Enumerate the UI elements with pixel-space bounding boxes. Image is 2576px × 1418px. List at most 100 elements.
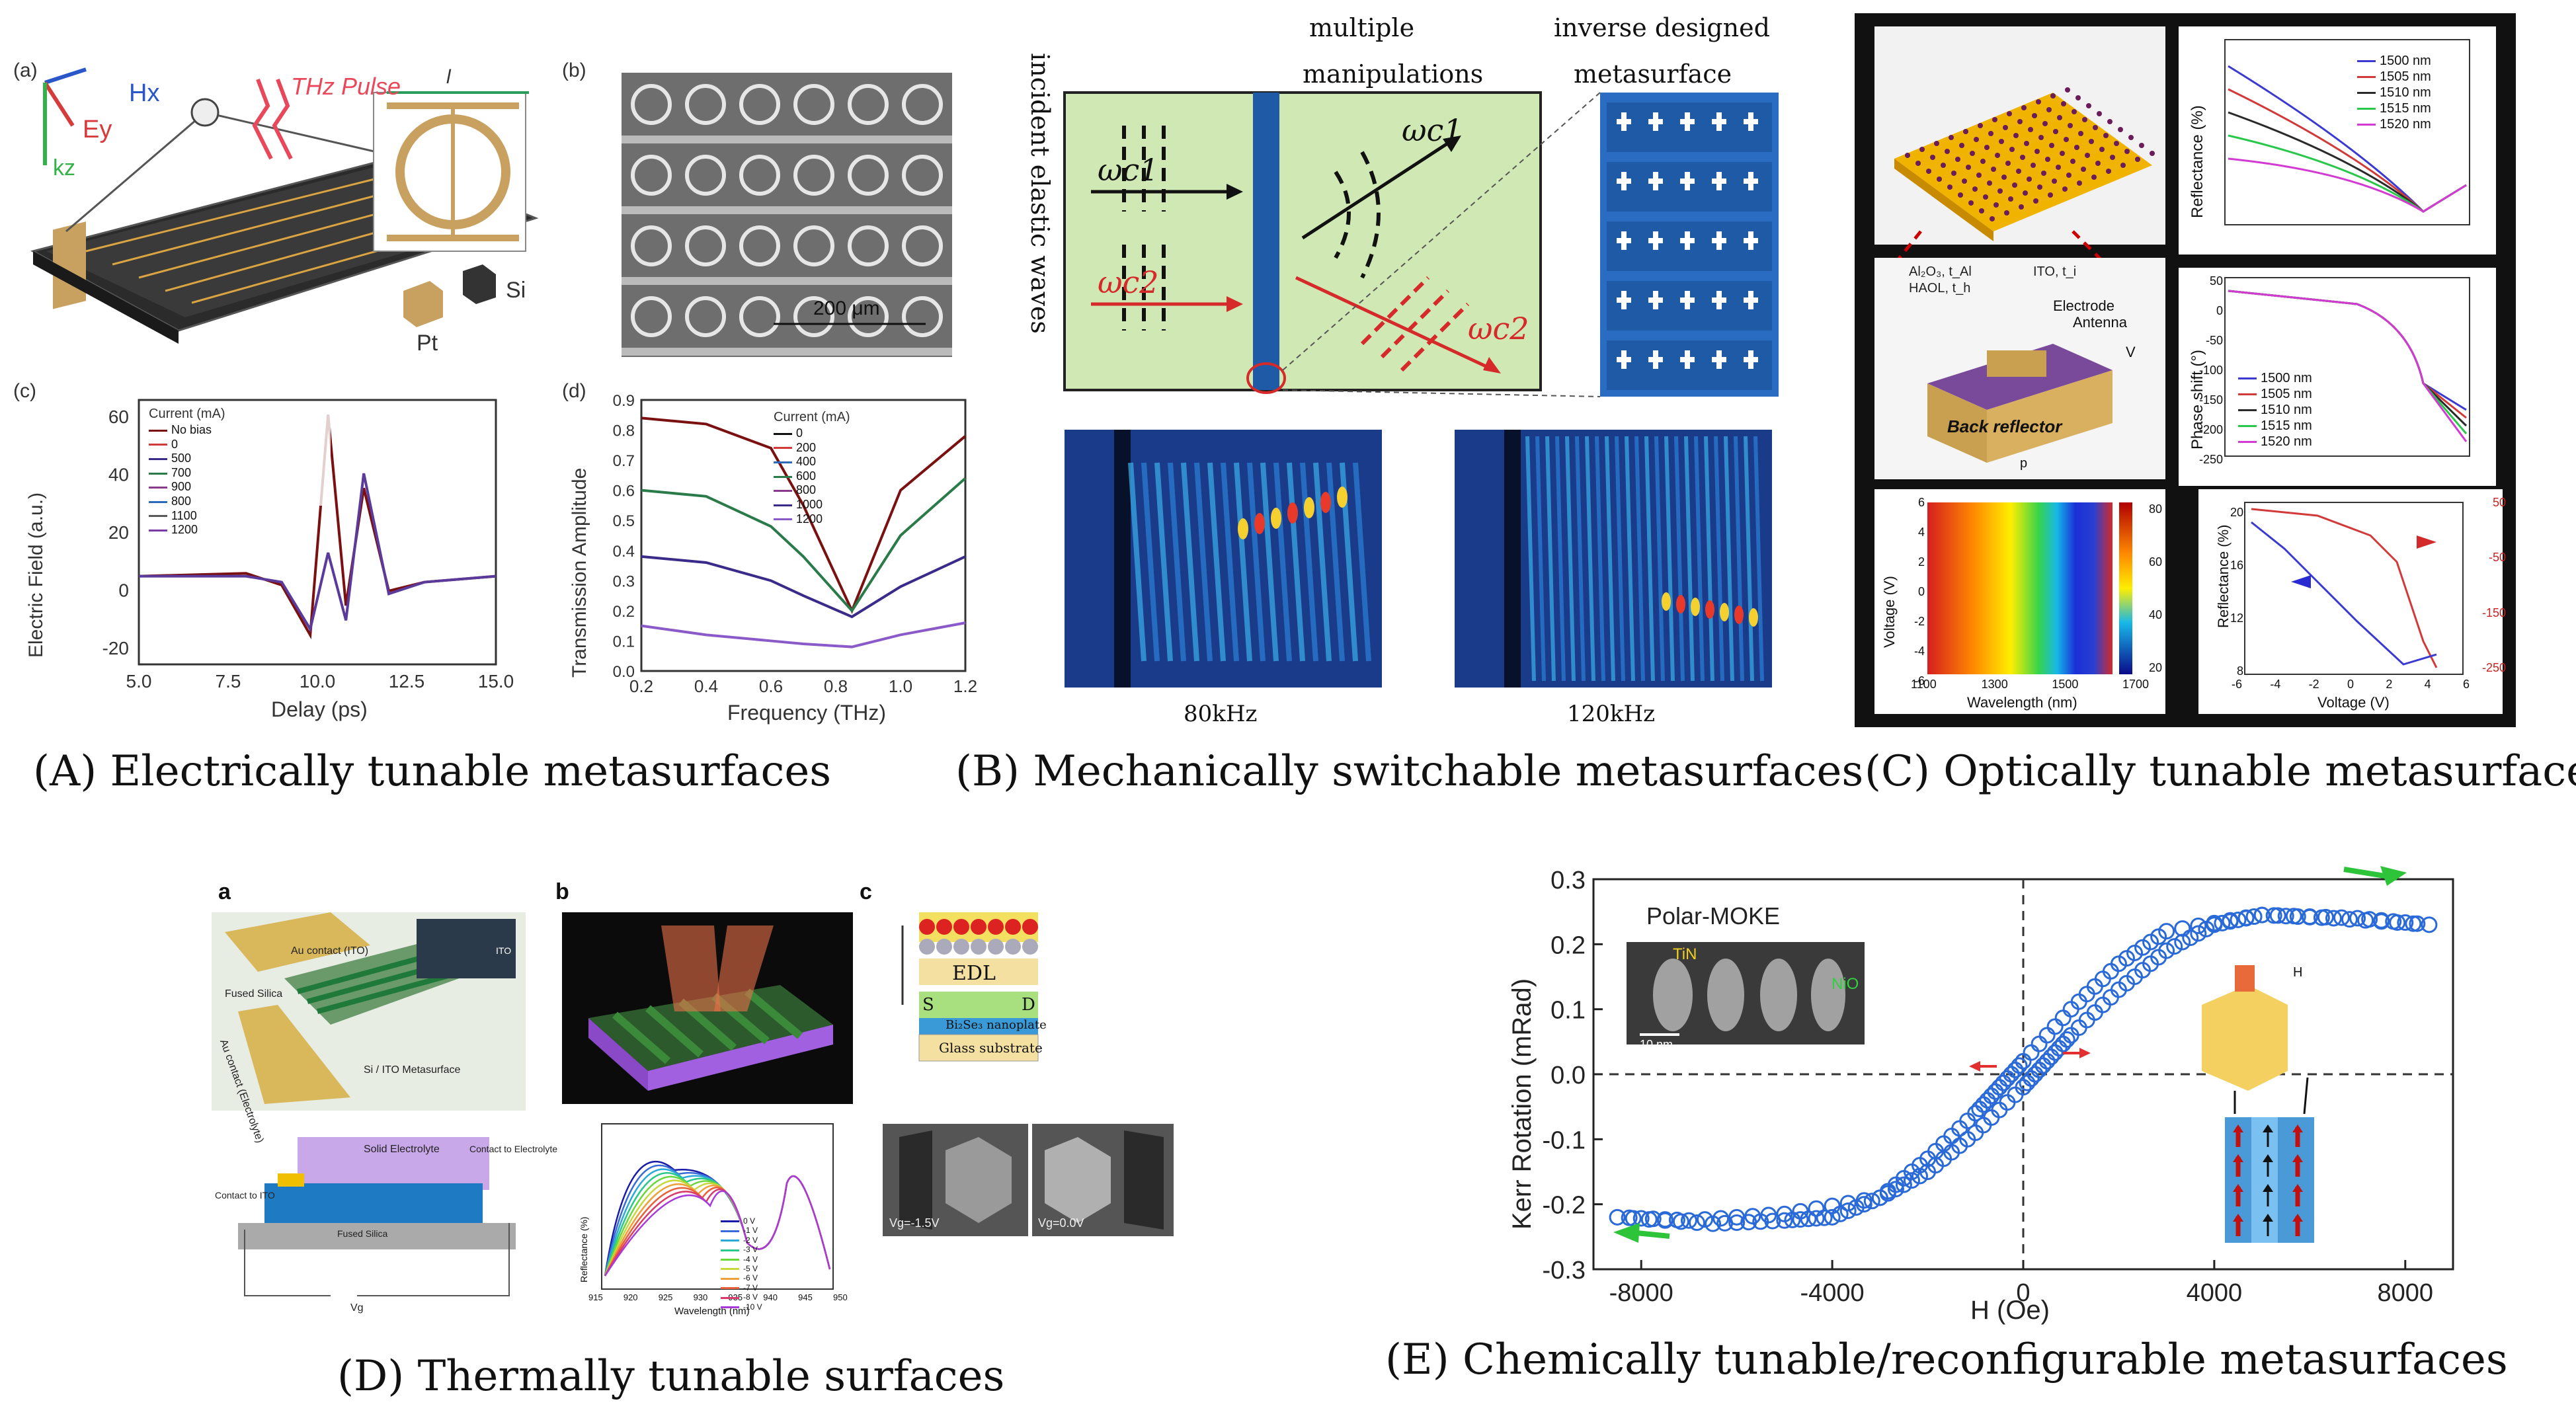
- plot-d-legend-item: 0: [774, 426, 959, 441]
- kerr-ytick: 0.2: [1550, 931, 1586, 959]
- kerr-data-point: [2325, 910, 2342, 927]
- antenna-dot: [2085, 153, 2090, 158]
- panel-a-label: (a): [13, 59, 38, 81]
- ey-label: Ey: [83, 116, 112, 143]
- kerr-data-point: [2409, 915, 2426, 932]
- wave-stripe: [1625, 436, 1635, 682]
- heatmap-ylabel: Voltage (V): [1881, 576, 1898, 648]
- antenna-dot: [2068, 123, 2073, 128]
- legend-swatch: [2238, 377, 2257, 380]
- panel-d-b-label: b: [555, 879, 569, 904]
- legend-swatch: [149, 472, 167, 475]
- d-spectrum-line: [604, 1175, 831, 1277]
- ctop-legend-item: 1500 nm: [2357, 53, 2431, 69]
- antenna-dot: [2075, 95, 2081, 100]
- plot-d-series-line: [641, 416, 967, 614]
- si-ito-metasurface-label: Si / ITO Metasurface: [364, 1064, 461, 1076]
- antenna-dot: [2016, 169, 2021, 174]
- kerr-data-point: [1855, 1196, 1872, 1213]
- legend-swatch: [774, 518, 792, 521]
- plot-c-ytick: 60: [108, 407, 129, 427]
- sem-ring: [902, 84, 943, 125]
- hx-label: Hx: [129, 79, 160, 107]
- plot-d-ylabel: Transmission Amplitude: [569, 467, 590, 678]
- antenna-dot: [2009, 147, 2015, 152]
- ctop-series-line: [2228, 111, 2467, 213]
- plot-c-ylabel: Electric Field (a.u.): [25, 492, 47, 658]
- antenna-dot: [2042, 121, 2048, 126]
- meta-unit-bar: [1685, 112, 1690, 131]
- antenna-dot: [2074, 145, 2079, 150]
- manipulations-label: manipulations: [1303, 59, 1484, 89]
- antenna-dot: [1974, 137, 1979, 142]
- antenna-dot: [2048, 192, 2053, 198]
- wave-stripe: [1154, 462, 1173, 662]
- heatmap-xtick: 1300: [1981, 678, 2008, 691]
- caption-e: (E) Chemically tunable/reconfigurable me…: [1385, 1335, 2508, 1384]
- kerr-xlabel: H (Oe): [1970, 1296, 2050, 1325]
- plot-c-ytick: 0: [118, 580, 129, 601]
- electrode-label: Electrode: [2053, 297, 2114, 314]
- plot-c-ytick: 20: [108, 522, 129, 543]
- sem-ring: [739, 155, 780, 196]
- glass-substrate-label: Glass substrate: [939, 1040, 1043, 1056]
- panel-d-plot: (d) 0.9 0.8 0.7 0.6 0.5 0.4 0.3 0.2 0.1 0.0 0.2 0.4…: [555, 380, 985, 725]
- vg-zero-label: Vg=0.0V: [1038, 1216, 1084, 1230]
- kerr-ytick: 0.0: [1550, 1062, 1586, 1089]
- meta-unit-bar: [1716, 172, 1722, 190]
- antenna-dot: [2150, 151, 2155, 156]
- kerr-data-point: [2349, 910, 2366, 927]
- antenna-dot: [1919, 147, 1925, 152]
- panel-c-optical: Al₂O₃, t_Al ITO, t_i HAOL, t_h Electrode…: [1855, 13, 2516, 727]
- panel-b-sem: (b) 200 μm: [555, 53, 965, 364]
- ion-dot: [936, 919, 952, 935]
- tem-scale-label: 10 nm: [1640, 1038, 1673, 1051]
- wave-stripe: [1247, 462, 1266, 662]
- kerr-data-point: [2333, 909, 2350, 926]
- d-refl-xtick: 950: [833, 1292, 848, 1302]
- kerr-data-point: [2011, 1057, 2028, 1074]
- plot-d-ytick: 0.8: [613, 422, 635, 440]
- legend-swatch: [774, 475, 792, 478]
- antenna-dot: [2118, 127, 2123, 132]
- antenna-dot: [1992, 117, 1997, 122]
- wave-stripe: [1724, 436, 1734, 682]
- antenna-dot: [1926, 169, 1931, 174]
- wave-stripe: [1300, 462, 1318, 662]
- plot-d-legend-item: 400: [774, 455, 959, 469]
- legend-swatch: [2238, 441, 2257, 444]
- antenna-dot: [2062, 186, 2068, 192]
- caption-a: (A) Electrically tunable metasurfaces: [33, 747, 832, 796]
- kerr-data-point: [1979, 1091, 1996, 1109]
- kerr-data-point: [1656, 1212, 1673, 1229]
- antenna-dot: [2020, 155, 2025, 160]
- wave-hotspot: [1691, 598, 1700, 616]
- kerr-data-point: [2190, 917, 2207, 934]
- kerr-data-point: [1697, 1211, 1714, 1228]
- sem-ring: [793, 84, 834, 125]
- wave-stripe: [1694, 436, 1705, 682]
- antenna-dot: [2019, 204, 2024, 210]
- antenna-dot: [2001, 175, 2007, 180]
- kerr-data-point: [2361, 911, 2378, 928]
- wave-stripe: [1734, 436, 1744, 682]
- kerr-data-point: [1975, 1096, 1992, 1113]
- plot-d-ytick: 0.7: [613, 452, 635, 470]
- antenna-dot: [1915, 161, 1921, 166]
- antenna-dot: [2028, 127, 2033, 132]
- wave-stripe: [1605, 436, 1615, 682]
- caption-c: (C) Optically tunable metasurfaces: [1865, 747, 2576, 796]
- meta-unit-bar: [1621, 231, 1627, 250]
- kerr-data-point: [2031, 1035, 2048, 1052]
- d-refl-ylabel: Reflectance (%): [579, 1216, 589, 1282]
- kerr-data-point: [1792, 1211, 1809, 1228]
- freq-80khz-label: 80kHz: [1184, 701, 1258, 727]
- elastic-metasurface-illustration: [1063, 91, 1779, 688]
- h-field-label: H: [2293, 965, 2303, 980]
- ion-dot: [988, 919, 1004, 935]
- antenna-dot: [2036, 99, 2041, 104]
- cbottom-xtick: 6: [2463, 678, 2470, 691]
- wave-stripe: [1644, 436, 1655, 682]
- antenna-dot: [2065, 87, 2070, 93]
- plot-d-xlabel: Frequency (THz): [727, 701, 887, 725]
